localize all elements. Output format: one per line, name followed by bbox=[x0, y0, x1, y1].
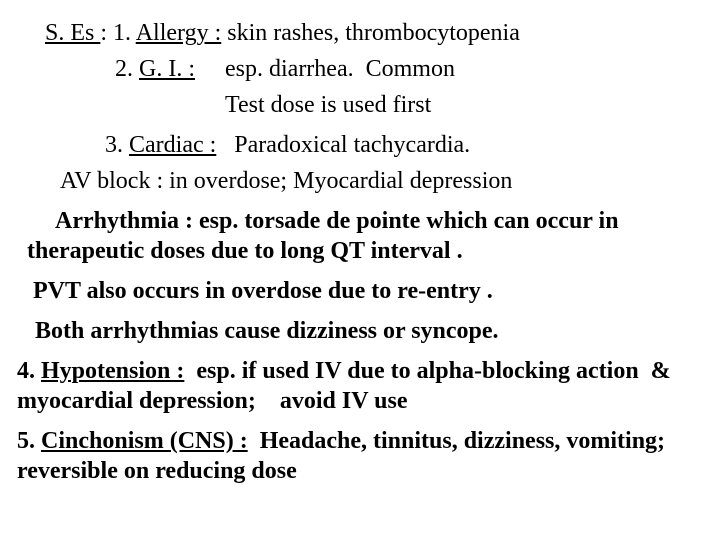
slide-content: S. Es : 1. Allergy : skin rashes, thromb… bbox=[0, 0, 720, 506]
label-cinchonism: Cinchonism (CNS) : bbox=[41, 428, 248, 454]
text: Arrhythmia : esp. torsade de pointe whic… bbox=[27, 208, 619, 264]
line-1: S. Es : 1. Allergy : skin rashes, thromb… bbox=[15, 18, 705, 48]
text: PVT also occurs in overdose due to re-en… bbox=[33, 278, 493, 304]
text: 2. bbox=[115, 56, 139, 82]
text: 5. bbox=[17, 428, 41, 454]
label-allergy: Allergy : bbox=[136, 20, 222, 46]
label-ses: S. Es bbox=[45, 20, 100, 46]
text: : 1. bbox=[100, 20, 135, 46]
line-6: Arrhythmia : esp. torsade de pointe whic… bbox=[15, 206, 705, 266]
text: Both arrhythmias cause dizziness or sync… bbox=[35, 318, 499, 344]
line-2: 2. G. I. : esp. diarrhea. Common bbox=[15, 54, 705, 84]
text: AV block : in overdose; Myocardial depre… bbox=[60, 168, 512, 194]
line-3: Test dose is used first bbox=[15, 90, 705, 120]
text: esp. diarrhea. Common bbox=[195, 56, 455, 82]
text: Paradoxical tachycardia. bbox=[216, 132, 470, 158]
line-7: PVT also occurs in overdose due to re-en… bbox=[15, 276, 705, 306]
label-hypotension: Hypotension : bbox=[41, 358, 184, 384]
label-cardiac: Cardiac : bbox=[129, 132, 216, 158]
line-5: AV block : in overdose; Myocardial depre… bbox=[15, 166, 705, 196]
line-4: 3. Cardiac : Paradoxical tachycardia. bbox=[15, 130, 705, 160]
text: Test dose is used first bbox=[225, 92, 431, 118]
text: 3. bbox=[105, 132, 129, 158]
text: 4. bbox=[17, 358, 41, 384]
text: skin rashes, thrombocytopenia bbox=[221, 20, 520, 46]
line-9: 4. Hypotension : esp. if used IV due to … bbox=[15, 356, 705, 416]
line-8: Both arrhythmias cause dizziness or sync… bbox=[15, 316, 705, 346]
line-10: 5. Cinchonism (CNS) : Headache, tinnitus… bbox=[15, 426, 705, 486]
label-gi: G. I. : bbox=[139, 56, 195, 82]
